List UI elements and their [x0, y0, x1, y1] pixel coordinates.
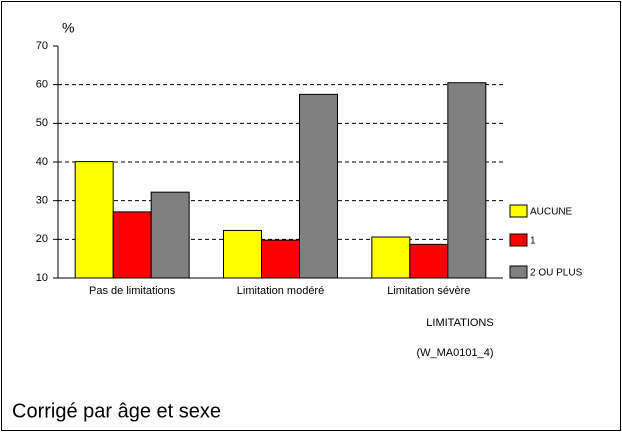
y-tick-label: 30: [36, 195, 48, 207]
x-tick-label: Pas de limitations: [89, 285, 176, 297]
legend-label: 2 OU PLUS: [530, 268, 583, 279]
bar: [299, 93, 338, 279]
bar: [223, 229, 262, 279]
bar: [74, 161, 114, 279]
bar: [371, 236, 411, 279]
legend-swatch: [509, 204, 528, 218]
y-tick-label: 60: [36, 79, 48, 91]
annotation: (W_MA0101_4): [416, 347, 493, 359]
x-tick-label: Limitation sévère: [387, 285, 470, 297]
y-tick-label: 70: [36, 40, 48, 52]
y-tick-label: 40: [36, 156, 48, 168]
legend-label: AUCUNE: [530, 207, 573, 218]
bar: [112, 211, 152, 279]
y-tick-label: 20: [36, 233, 48, 245]
y-tick-label: 10: [36, 272, 48, 284]
y-axis-label: %: [62, 20, 74, 36]
bar: [447, 82, 487, 279]
x-tick-label: Limitation modéré: [237, 285, 324, 297]
bar: [261, 239, 300, 279]
legend-label: 1: [530, 236, 536, 247]
bar: [409, 243, 449, 279]
footnote: Corrigé par âge et sexe: [12, 400, 221, 422]
bar: [150, 191, 190, 279]
legend-swatch: [509, 265, 528, 279]
legend-swatch: [509, 233, 528, 247]
x-axis-label: LIMITATIONS: [426, 317, 493, 329]
y-tick-label: 50: [36, 117, 48, 129]
